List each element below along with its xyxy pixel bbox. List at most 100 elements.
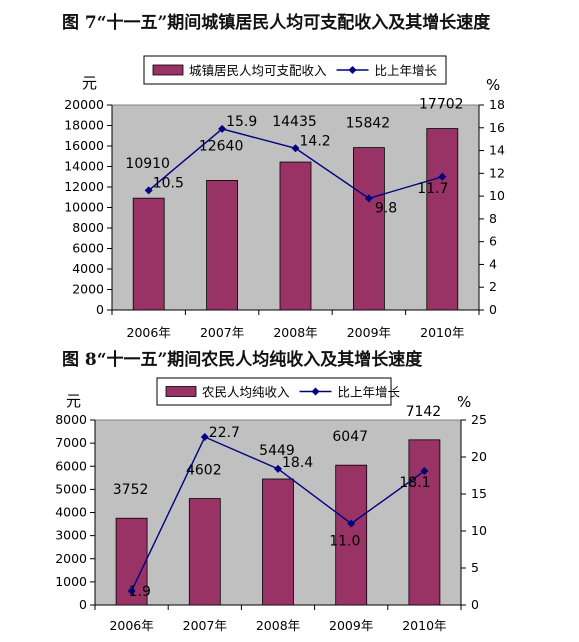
- x-tick-label: 2007年: [183, 618, 227, 633]
- y2-tick-label: 14: [489, 143, 505, 158]
- growth-point: [274, 464, 282, 473]
- x-tick-label: 2009年: [347, 325, 391, 340]
- x-tick-label: 2008年: [256, 618, 300, 633]
- y2-tick-label: 15: [471, 486, 487, 501]
- bar: [206, 180, 239, 311]
- bar-data-label: 4602: [186, 463, 222, 479]
- y-axis-unit: 元: [82, 74, 97, 92]
- growth-point: [218, 124, 227, 133]
- bar-data-label: 5449: [259, 443, 295, 459]
- legend-line-label: 比上年增长: [375, 63, 438, 78]
- y-tick-label: 10000: [64, 200, 104, 215]
- bar: [262, 478, 294, 606]
- legend-bar-label: 城镇居民人均可支配收入: [189, 63, 327, 78]
- bar-data-label: 3752: [113, 482, 149, 498]
- growth-data-label: 22.7: [209, 425, 240, 441]
- y-tick-label: 20000: [64, 97, 104, 112]
- y-tick-label: 2000: [72, 282, 104, 297]
- y2-tick-label: 16: [489, 120, 505, 135]
- chart-figure-7: 0200040006000800010000120001400016000180…: [64, 55, 505, 340]
- growth-data-label: 10.5: [153, 175, 184, 191]
- bar: [335, 464, 368, 606]
- y2-tick-label: 12: [489, 165, 505, 180]
- y-tick-label: 6000: [72, 241, 104, 256]
- bar-data-label: 14435: [272, 114, 317, 130]
- x-tick-label: 2010年: [402, 618, 446, 633]
- bar-data-label: 10910: [125, 156, 170, 172]
- y-tick-label: 4000: [72, 261, 104, 276]
- growth-data-label: 18.4: [282, 455, 313, 471]
- growth-point: [347, 519, 356, 528]
- y2-tick-label: 18: [489, 97, 505, 112]
- x-tick-label: 2006年: [127, 325, 171, 340]
- y2-tick-label: 5: [471, 560, 479, 575]
- y-tick-label: 5000: [55, 481, 87, 496]
- y2-axis-unit: %: [486, 76, 500, 94]
- y2-tick-label: 8: [489, 211, 497, 226]
- y2-tick-label: 0: [471, 597, 479, 612]
- y-tick-label: 6000: [55, 458, 87, 473]
- growth-point: [200, 433, 209, 442]
- legend-bar-swatch: [165, 386, 197, 397]
- y-tick-label: 18000: [64, 118, 104, 133]
- y2-tick-label: 2: [489, 279, 497, 294]
- y-tick-label: 7000: [55, 435, 87, 450]
- y-tick-label: 12000: [64, 179, 104, 194]
- y-tick-label: 8000: [55, 412, 87, 427]
- bar-data-label: 7142: [406, 404, 442, 420]
- growth-point: [144, 186, 153, 195]
- y-tick-label: 14000: [64, 159, 104, 174]
- legend-box: [143, 55, 447, 85]
- figure-7-title: 图 7“十一五”期间城镇居民人均可支配收入及其增长速度: [62, 13, 491, 33]
- y2-tick-label: 0: [489, 302, 497, 317]
- growth-data-label: 9.8: [375, 200, 397, 216]
- figure-8-title: 图 8“十一五”期间农民人均纯收入及其增长速度: [62, 350, 423, 370]
- bar: [426, 128, 459, 311]
- x-tick-label: 2010年: [420, 325, 464, 340]
- y2-tick-label: 4: [489, 256, 497, 271]
- y-tick-label: 4000: [55, 505, 87, 520]
- x-tick-label: 2009年: [329, 618, 373, 633]
- y2-tick-label: 25: [471, 412, 487, 427]
- growth-point: [420, 467, 429, 476]
- legend-line-label: 比上年增长: [338, 385, 401, 400]
- y-tick-label: 8000: [72, 220, 104, 235]
- bar: [352, 147, 385, 311]
- bar-data-label: 6047: [332, 429, 368, 445]
- legend-bar-label: 农民人均纯收入: [202, 385, 290, 400]
- y2-tick-label: 10: [471, 523, 487, 538]
- bar: [279, 161, 312, 311]
- growth-point: [127, 586, 136, 595]
- growth-point: [291, 144, 300, 153]
- growth-point: [364, 194, 373, 203]
- growth-data-label: 11.7: [417, 181, 448, 197]
- y2-axis-unit: %: [457, 393, 471, 411]
- bar: [188, 498, 221, 606]
- x-tick-label: 2007年: [200, 325, 244, 340]
- growth-data-label: 1.9: [129, 584, 151, 600]
- legend-bar-swatch: [152, 64, 184, 76]
- growth-data-label: 18.1: [399, 475, 430, 491]
- y-tick-label: 0: [96, 302, 104, 317]
- y-axis-unit: 元: [66, 392, 81, 410]
- bar-data-label: 15842: [346, 116, 391, 132]
- y2-tick-label: 6: [489, 234, 497, 249]
- y-tick-label: 1000: [55, 574, 87, 589]
- bar: [132, 197, 165, 311]
- x-tick-label: 2006年: [109, 618, 153, 633]
- y2-tick-label: 10: [489, 188, 505, 203]
- growth-data-label: 14.2: [300, 133, 331, 149]
- y-tick-label: 3000: [55, 528, 87, 543]
- y-tick-label: 2000: [55, 551, 87, 566]
- x-tick-label: 2008年: [273, 325, 317, 340]
- y-tick-label: 0: [79, 597, 87, 612]
- bar-data-label: 17702: [419, 97, 464, 113]
- bar-data-label: 12640: [199, 138, 244, 154]
- growth-data-label: 15.9: [226, 114, 257, 130]
- y2-tick-label: 20: [471, 449, 487, 464]
- chart-figure-8: 0 1000 2000 3000 4000 5000 6000 7000 8000 0 5 10 15 2…: [55, 377, 487, 633]
- growth-point: [438, 172, 447, 181]
- growth-data-label: 11.0: [329, 534, 360, 550]
- legend-line-marker: [311, 387, 320, 396]
- legend-line-marker: [348, 66, 357, 74]
